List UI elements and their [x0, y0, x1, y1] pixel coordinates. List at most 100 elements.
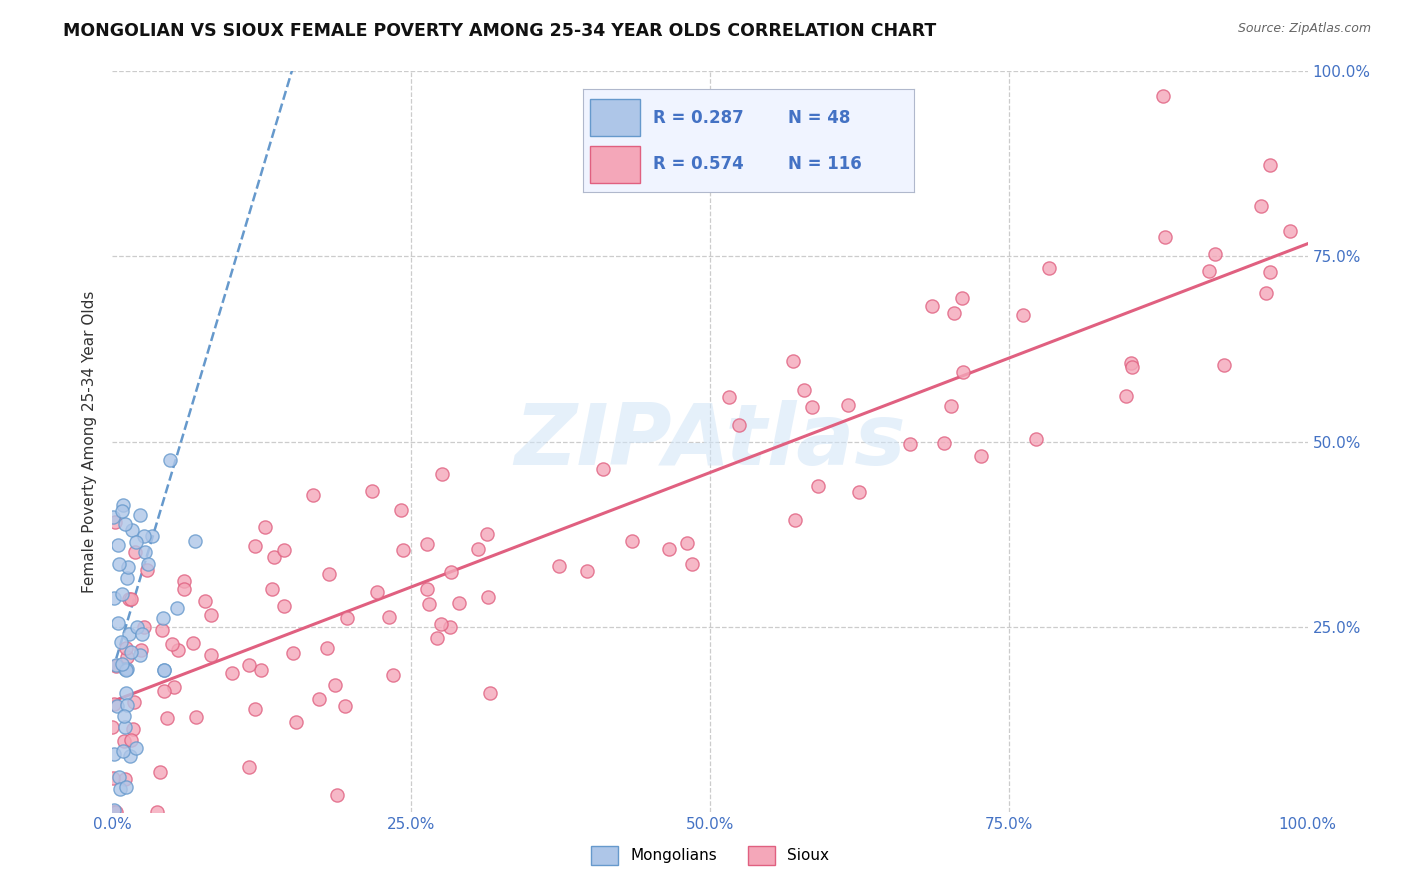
Point: [160, 637, 183, 651]
Point: [1254, 285, 1277, 300]
Point: [104, 658, 127, 673]
Point: [114, 517, 136, 532]
Legend: Mongolians, Sioux: Mongolians, Sioux: [585, 840, 835, 871]
Point: [675, 536, 697, 550]
Point: [163, 680, 186, 694]
Text: ZIPAtlas: ZIPAtlas: [515, 400, 905, 483]
Point: [592, 462, 614, 476]
Point: [110, 635, 132, 649]
Point: [122, 722, 145, 736]
Point: [115, 698, 138, 713]
Point: [136, 557, 159, 571]
Point: [621, 533, 644, 548]
Point: [323, 678, 346, 692]
Point: [1258, 158, 1281, 172]
Point: [439, 620, 461, 634]
Point: [1279, 224, 1302, 238]
Text: N = 48: N = 48: [789, 109, 851, 127]
Point: [952, 365, 974, 379]
Point: [149, 765, 172, 780]
Point: [105, 805, 128, 819]
Point: [1012, 308, 1035, 322]
Point: [250, 663, 273, 677]
Text: R = 0.574: R = 0.574: [652, 155, 744, 173]
Point: [173, 574, 195, 588]
Point: [263, 549, 285, 564]
Point: [718, 390, 741, 404]
Point: [115, 686, 138, 700]
FancyBboxPatch shape: [591, 145, 640, 183]
Point: [104, 659, 127, 673]
Point: [426, 632, 449, 646]
Point: [921, 299, 943, 313]
Point: [156, 711, 179, 725]
Point: [124, 535, 146, 549]
Point: [112, 733, 135, 747]
Point: [184, 710, 207, 724]
Point: [129, 648, 152, 662]
Text: N = 116: N = 116: [789, 155, 862, 173]
Point: [108, 770, 131, 784]
Point: [114, 662, 136, 676]
Point: [238, 657, 260, 672]
Point: [221, 666, 243, 681]
Point: [112, 708, 135, 723]
Point: [308, 692, 330, 706]
Point: [101, 720, 124, 734]
Point: [238, 760, 260, 774]
Point: [118, 627, 141, 641]
Point: [107, 699, 129, 714]
Point: [122, 695, 145, 709]
Point: [335, 611, 357, 625]
Point: [467, 541, 489, 556]
Point: [181, 636, 204, 650]
Point: [107, 615, 129, 630]
Point: [152, 611, 174, 625]
Point: [153, 663, 176, 677]
Point: [104, 515, 127, 529]
Point: [273, 599, 295, 613]
Point: [1154, 229, 1177, 244]
Point: [1025, 432, 1047, 446]
Point: [941, 399, 963, 413]
Point: [101, 771, 124, 785]
Point: [430, 467, 453, 481]
Point: [254, 520, 277, 534]
Point: [934, 436, 956, 450]
Point: [440, 566, 463, 580]
Point: [848, 485, 870, 500]
Point: [132, 620, 155, 634]
Point: [124, 545, 146, 559]
Point: [108, 781, 131, 796]
Point: [1250, 199, 1272, 213]
Point: [389, 503, 412, 517]
Y-axis label: Female Poverty Among 25-34 Year Olds: Female Poverty Among 25-34 Year Olds: [82, 291, 97, 592]
Point: [115, 650, 138, 665]
Point: [381, 668, 404, 682]
Point: [416, 582, 439, 596]
Point: [166, 600, 188, 615]
Point: [262, 582, 284, 597]
Point: [120, 592, 142, 607]
Point: [117, 662, 139, 676]
Point: [1121, 360, 1143, 375]
Point: [943, 306, 966, 320]
Point: [152, 683, 174, 698]
Point: [125, 620, 148, 634]
Point: [128, 508, 150, 523]
Point: [118, 591, 141, 606]
Point: [153, 663, 176, 677]
Point: [1119, 356, 1142, 370]
Point: [173, 582, 195, 596]
Point: [333, 699, 356, 714]
Point: [449, 596, 471, 610]
Point: [478, 686, 501, 700]
Point: [125, 741, 148, 756]
Text: Source: ZipAtlas.com: Source: ZipAtlas.com: [1237, 22, 1371, 36]
Point: [657, 542, 679, 557]
Text: MONGOLIAN VS SIOUX FEMALE POVERTY AMONG 25-34 YEAR OLDS CORRELATION CHART: MONGOLIAN VS SIOUX FEMALE POVERTY AMONG …: [63, 22, 936, 40]
Point: [150, 623, 173, 637]
Point: [135, 563, 157, 577]
Point: [103, 591, 125, 605]
Text: R = 0.287: R = 0.287: [652, 109, 744, 127]
